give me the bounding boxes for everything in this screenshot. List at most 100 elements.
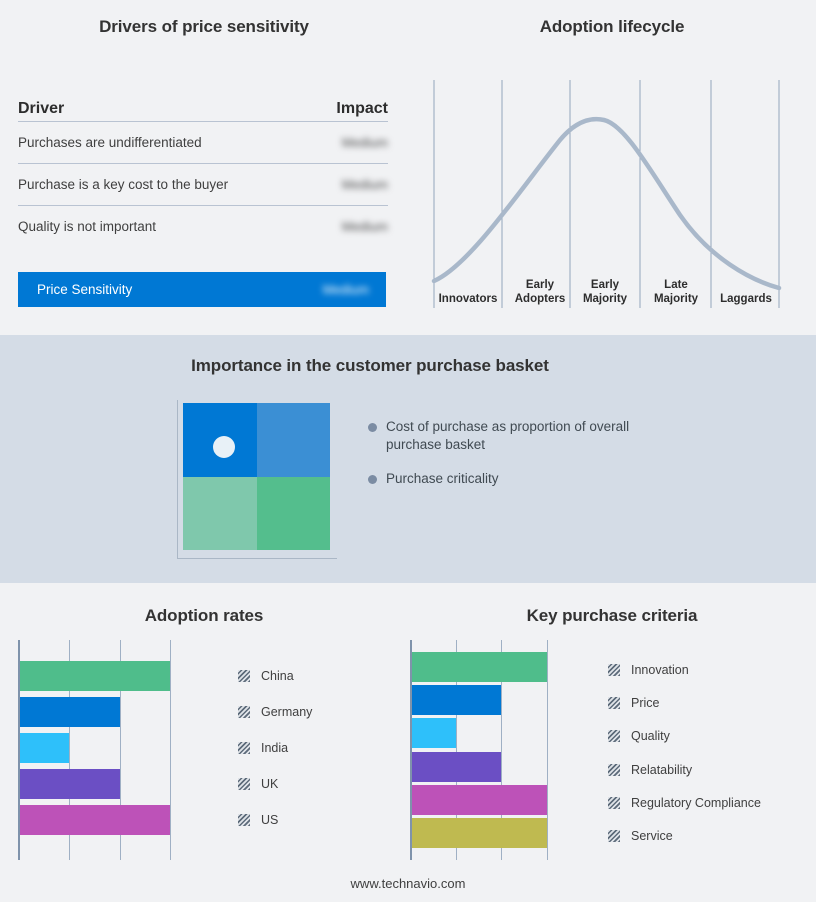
- price-sensitivity-impact-value: Medium: [322, 282, 369, 297]
- hatched-swatch-icon: [238, 814, 250, 826]
- chart-y-axis: [410, 640, 412, 860]
- chart-gridline: [68, 640, 70, 860]
- legend-item-label: Innovation: [631, 662, 689, 677]
- purchase-basket-title: Importance in the customer purchase bask…: [191, 356, 549, 375]
- legend-item-label: Price: [631, 696, 660, 710]
- adoption-curve: [431, 117, 782, 291]
- legend-item: Service: [608, 829, 673, 843]
- chart-bar: [412, 651, 547, 682]
- driver-name: Quality is not important: [18, 219, 157, 234]
- lifecycle-stage-label-2-line1: Early: [591, 279, 620, 291]
- chart-gridline: [501, 640, 502, 860]
- basket-legend-label: Purchase criticality: [386, 471, 499, 486]
- lifecycle-stage-label-2-line2: Majority: [583, 293, 628, 305]
- legend-item: Regulatory Compliance: [608, 796, 761, 810]
- legend-item-label: US: [261, 813, 279, 827]
- adoption-rates-chart: [18, 640, 221, 860]
- legend-item: Germany: [238, 705, 312, 719]
- legend-item: Relatability: [608, 763, 692, 777]
- driver-impact-value: Medium: [341, 219, 388, 234]
- chart-gridline: [170, 640, 172, 860]
- legend-item-label: Relatability: [631, 762, 693, 777]
- chart-bar: [412, 818, 547, 849]
- hatched-swatch-icon: [608, 663, 620, 676]
- purchase-basket-legend: Cost of purchase as proportion of overal…: [368, 418, 668, 504]
- legend-item-label: Quality: [631, 729, 670, 744]
- lifecycle-stage-label-1-line1: Early: [526, 279, 555, 291]
- bullet-icon: [368, 475, 377, 484]
- lifecycle-stage-label-3-line2: Majority: [654, 293, 699, 305]
- legend-item-label: UK: [261, 777, 279, 791]
- legend-item: UK: [238, 777, 278, 791]
- list-item: Purchase criticality: [368, 470, 668, 488]
- lifecycle-stage-label-0-line1: Innovators: [439, 293, 498, 305]
- hatched-swatch-icon: [238, 778, 250, 790]
- chart-bar: [20, 661, 171, 691]
- drivers-table: Driver Impact Purchases are undifferenti…: [18, 88, 388, 247]
- drivers-panel-title: Drivers of price sensitivity: [99, 17, 309, 36]
- chart-bar: [20, 697, 120, 727]
- adoption-rates-title: Adoption rates: [144, 606, 264, 625]
- chart-gridline: [546, 640, 548, 860]
- quadrant-y-axis: [177, 400, 178, 558]
- lifecycle-stage-label-4-line1: Laggards: [720, 293, 772, 305]
- legend-item-label: Germany: [261, 705, 313, 719]
- key-purchase-criteria-legend: Innovation Price Quality Relatability Regula…: [608, 653, 798, 873]
- table-row: Purchase is a key cost to the buyer Medi…: [18, 164, 388, 206]
- adoption-lifecycle-chart: Innovators Early Adopters Early Majority…: [431, 80, 782, 308]
- hatched-swatch-icon: [608, 830, 620, 843]
- adoption-rates-legend: China Germany India UK US: [238, 658, 428, 878]
- chart-bar: [412, 718, 456, 749]
- lifecycle-stage-label-1-line2: Adopters: [515, 293, 565, 305]
- legend-item: US: [238, 813, 278, 827]
- hatched-swatch-icon: [608, 763, 620, 776]
- key-purchase-criteria-chart: [410, 640, 592, 860]
- price-sensitivity-label: Price Sensitivity: [37, 282, 133, 297]
- table-row: Purchases are undifferentiated Medium: [18, 122, 388, 164]
- driver-impact-value: Medium: [341, 135, 388, 150]
- driver-name: Purchase is a key cost to the buyer: [18, 177, 229, 192]
- table-row: Quality is not important Medium: [18, 206, 388, 247]
- bottom-band: [0, 583, 816, 902]
- quadrant-x-axis: [177, 558, 337, 559]
- bullet-icon: [368, 423, 377, 432]
- drivers-table-header: Driver Impact: [18, 88, 388, 122]
- legend-item-label: India: [261, 741, 289, 755]
- legend-item: Innovation: [608, 663, 689, 677]
- legend-item-label: Service: [631, 829, 673, 844]
- driver-impact-value: Medium: [341, 177, 388, 192]
- chart-bar: [412, 785, 547, 815]
- legend-item: China: [238, 669, 294, 683]
- middle-band: [0, 335, 816, 583]
- driver-name: Purchases are undifferentiated: [18, 135, 202, 150]
- column-header-driver: Driver: [18, 100, 65, 117]
- hatched-swatch-icon: [608, 697, 620, 709]
- quadrant-position-marker: [213, 436, 235, 458]
- legend-item-label: China: [261, 669, 294, 683]
- list-item: Cost of purchase as proportion of overal…: [368, 418, 668, 454]
- footer-url: www.technavio.com: [350, 876, 466, 891]
- hatched-swatch-icon: [608, 730, 620, 743]
- hatched-swatch-icon: [608, 797, 620, 809]
- chart-bar: [20, 733, 69, 763]
- chart-bar: [412, 751, 501, 782]
- legend-item: Price: [608, 696, 659, 710]
- lifecycle-stage-label-3-line1: Late: [664, 279, 688, 291]
- chart-y-axis: [18, 640, 20, 860]
- hatched-swatch-icon: [238, 742, 250, 754]
- lifecycle-panel-title: Adoption lifecycle: [539, 17, 685, 36]
- quadrant-top-right: [256, 403, 330, 477]
- chart-gridline: [119, 640, 121, 860]
- column-header-impact: Impact: [336, 100, 388, 117]
- legend-item-label: Regulatory Compliance: [631, 796, 761, 810]
- chart-bar: [20, 805, 171, 835]
- hatched-swatch-icon: [238, 670, 250, 682]
- key-purchase-criteria-title: Key purchase criteria: [526, 606, 698, 625]
- hatched-swatch-icon: [238, 706, 250, 718]
- quadrant-grid: [183, 403, 330, 550]
- basket-legend-label: Cost of purchase as proportion of overal…: [386, 419, 630, 452]
- price-sensitivity-summary-row: Price Sensitivity Medium: [18, 272, 386, 307]
- quadrant-bottom-left: [183, 476, 257, 550]
- chart-bar: [412, 685, 501, 715]
- chart-bar: [20, 769, 120, 799]
